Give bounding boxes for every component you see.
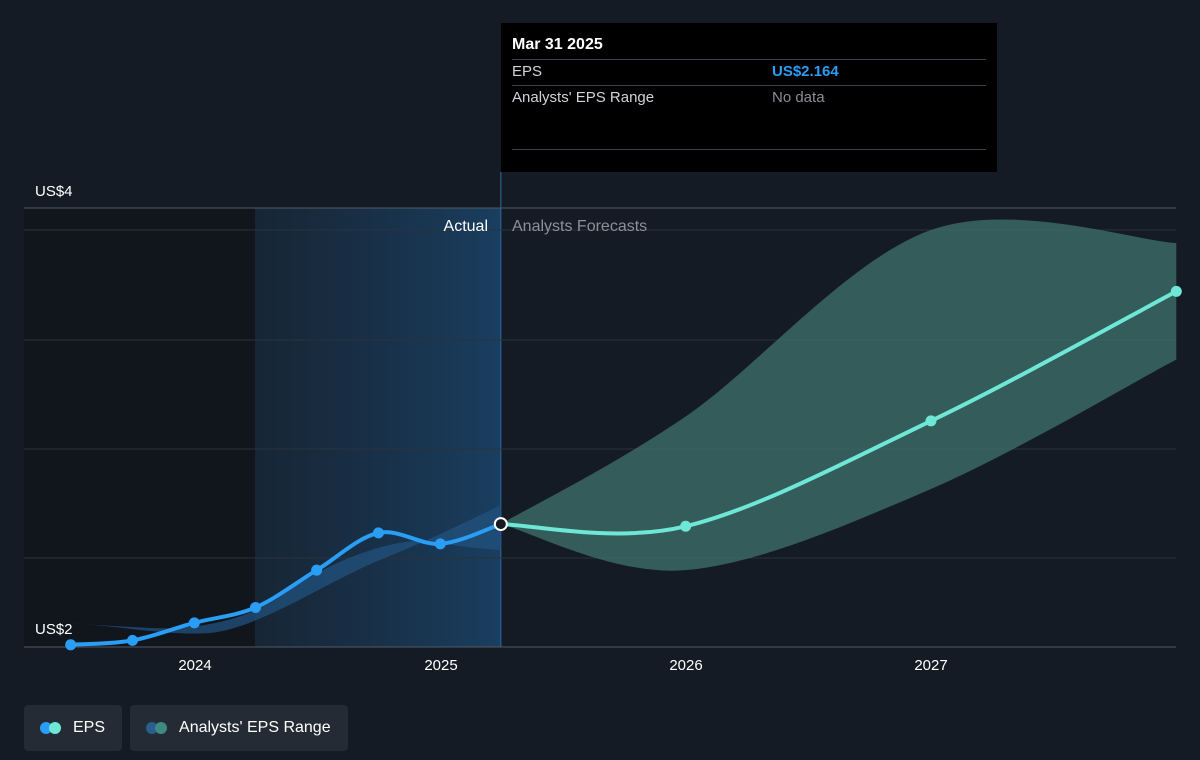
tooltip-row-range: Analysts' EPS Range No data — [512, 85, 986, 111]
x-tick-2027: 2027 — [914, 657, 947, 674]
eps-point-2024-06-30 — [311, 564, 323, 576]
range-dot-forecast — [155, 722, 168, 734]
legend: EPS Analysts' EPS Range — [24, 705, 348, 751]
eps-point-2025-12-31 — [680, 520, 692, 532]
actual-shade — [255, 208, 501, 647]
eps-point-2026-12-31 — [925, 415, 937, 427]
eps-point-2024-03-31 — [249, 601, 261, 613]
legend-range-label: Analysts' EPS Range — [179, 719, 331, 736]
legend-eps[interactable]: EPS — [24, 705, 123, 751]
y-label-bottom: US$2 — [35, 621, 73, 638]
tooltip-eps-value: US$2.164 — [772, 63, 839, 80]
range-legend-icon — [146, 721, 170, 735]
analyst-range-band — [500, 219, 1177, 571]
eps-point-2024-12-31 — [434, 538, 446, 550]
x-tick-2024: 2024 — [178, 657, 211, 674]
eps-dot-forecast — [49, 722, 61, 734]
x-tick-2026: 2026 — [669, 657, 702, 674]
legend-range[interactable]: Analysts' EPS Range — [130, 705, 348, 751]
legend-eps-label: EPS — [73, 719, 106, 736]
tooltip-range-label: Analysts' EPS Range — [512, 89, 655, 106]
eps-point-2024-09-30 — [372, 527, 384, 539]
x-tick-2025: 2025 — [424, 657, 457, 674]
eps-point-2023-12-31 — [188, 617, 200, 629]
tooltip-divider — [512, 149, 986, 150]
forecast-label: Analysts Forecasts — [512, 218, 647, 235]
past-shade — [24, 208, 255, 647]
actual-label: Actual — [444, 218, 488, 235]
eps-point-2023-06-30 — [65, 639, 77, 651]
eps-legend-icon — [40, 721, 64, 735]
highlight-point — [493, 517, 508, 532]
tooltip-eps-label: EPS — [512, 63, 543, 80]
eps-point-2023-09-30 — [126, 634, 138, 646]
tooltip-date: Mar 31 2025 — [512, 36, 603, 53]
eps-point-2027-12-31 — [1170, 285, 1182, 297]
tooltip: Mar 31 2025 EPS US$2.164 Analysts' EPS R… — [501, 23, 997, 172]
tooltip-range-value: No data — [772, 89, 825, 106]
tooltip-row-eps: EPS US$2.164 — [512, 59, 986, 85]
y-label-top: US$4 — [35, 183, 73, 200]
eps-line-forecast — [498, 289, 1179, 536]
